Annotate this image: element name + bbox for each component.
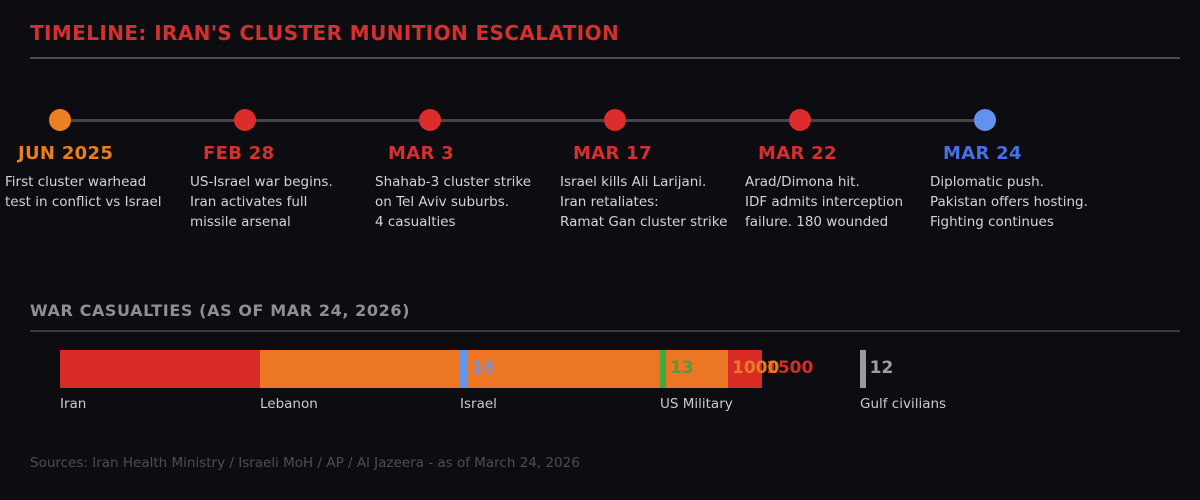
bar-segment-gulf-civilians [860, 350, 866, 388]
bar-value-iran: 1500 [766, 358, 814, 378]
bar-category-label-gulf-civilians: Gulf civilians [860, 396, 947, 412]
timeline-date-label: MAR 24 [943, 143, 1022, 164]
timeline-date-label: MAR 17 [573, 143, 652, 164]
timeline-event-description: First cluster warhead test in conflict v… [5, 174, 162, 210]
sources-note: Sources: Iran Health Ministry / Israeli … [30, 455, 580, 471]
bar-value-israel: 16 [471, 358, 496, 378]
timeline-axis-line [60, 119, 985, 122]
timeline-event-description: Arad/Dimona hit. IDF admits interception… [745, 174, 904, 230]
timeline-date-label: JUN 2025 [18, 143, 114, 164]
timeline-dot-mar-24 [974, 109, 996, 131]
timeline-event-description: Shahab-3 cluster strike on Tel Aviv subu… [375, 174, 532, 230]
timeline-event-description: Diplomatic push. Pakistan offers hosting… [930, 174, 1088, 230]
timeline-event-description: Israel kills Ali Larijani. Iran retaliat… [560, 174, 728, 230]
timeline-date-label: MAR 3 [388, 143, 454, 164]
bar-segment-lebanon [260, 350, 728, 388]
timeline-event-description: US-Israel war begins. Iran activates ful… [190, 174, 333, 230]
timeline-dot-mar-3 [419, 109, 441, 131]
bar-value-lebanon: 1000 [732, 358, 780, 378]
section-divider [30, 330, 1180, 332]
timeline-date-label: MAR 22 [758, 143, 837, 164]
bar-value-us-military: 13 [670, 358, 694, 378]
timeline-dot-mar-17 [604, 109, 626, 131]
bar-category-label-lebanon: Lebanon [260, 396, 318, 412]
bar-value-gulf-civilians: 12 [869, 358, 894, 378]
page-title: TIMELINE: IRAN'S CLUSTER MUNITION ESCALA… [30, 21, 620, 45]
timeline-dot-mar-22 [789, 109, 811, 131]
bar-category-label-us-military: US Military [660, 396, 733, 412]
title-divider [30, 57, 1180, 59]
timeline-dot-feb-28 [234, 109, 256, 131]
casualties-section-title: WAR CASUALTIES (AS OF MAR 24, 2026) [30, 301, 411, 320]
bar-category-label-iran: Iran [60, 396, 87, 412]
bar-segment-israel [460, 350, 468, 388]
bar-category-label-israel: Israel [460, 396, 497, 412]
bar-segment-us-military [660, 350, 667, 388]
timeline-date-label: FEB 28 [203, 143, 275, 164]
timeline-dot-jun-2025 [49, 109, 71, 131]
